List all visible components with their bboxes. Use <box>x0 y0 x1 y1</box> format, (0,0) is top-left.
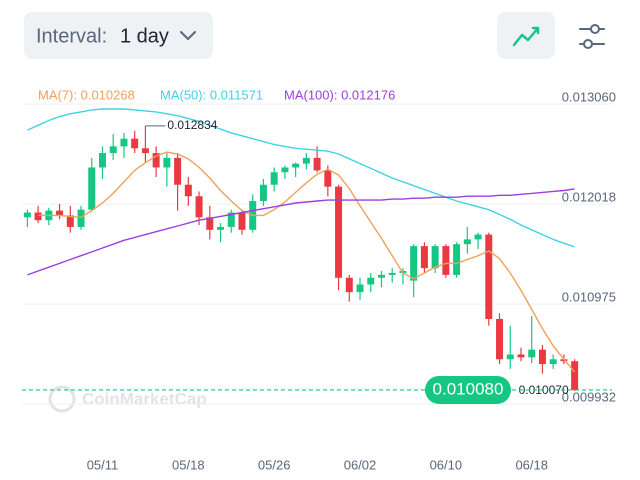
candle-body <box>120 138 128 147</box>
candle-body <box>474 234 482 240</box>
candle-body <box>549 359 557 365</box>
candle-body <box>485 234 493 319</box>
current-price-badge <box>425 375 511 404</box>
interval-value: 1 day <box>120 25 169 47</box>
y-tick-label: 0.010975 <box>562 290 616 305</box>
slider-knob <box>583 39 593 49</box>
candle-body <box>388 272 396 275</box>
candle-body <box>292 163 300 168</box>
candle-body <box>152 153 160 168</box>
slider-knob <box>590 24 600 34</box>
candle-body <box>270 172 278 185</box>
x-tick-label: 06/02 <box>344 457 377 472</box>
candle-body <box>356 284 364 293</box>
line-chart-icon <box>512 26 540 47</box>
candle-body <box>496 318 504 360</box>
candle-body <box>195 196 203 218</box>
candle-body <box>463 239 471 245</box>
legend-entry: MA(7): 0.010268 <box>38 87 135 102</box>
candle-body <box>410 246 418 281</box>
line-chart-button[interactable] <box>497 12 555 59</box>
candle-body <box>367 277 375 285</box>
candle-body <box>217 226 225 230</box>
x-tick-label: 06/18 <box>515 457 548 472</box>
chevron-icon <box>180 31 196 40</box>
legend-entry: MA(50): 0.011571 <box>160 87 263 102</box>
ma-line <box>27 108 575 248</box>
candle-body <box>259 184 267 202</box>
max-label: 0.012834 <box>167 118 217 132</box>
candle-body <box>66 215 74 227</box>
ma-line <box>27 188 575 276</box>
candle-body <box>206 217 214 230</box>
candle-body <box>517 354 525 358</box>
current-price-label: 0.010080 <box>433 379 504 398</box>
candle-body <box>324 170 332 187</box>
candle-body <box>506 354 514 360</box>
interval-dropdown[interactable] <box>24 12 213 59</box>
candle-body <box>34 212 42 221</box>
candle-body <box>77 209 85 227</box>
watermark: CoinMarketCap <box>48 385 207 413</box>
candle-body <box>131 138 139 149</box>
x-tick-label: 06/10 <box>430 457 463 472</box>
candle-body <box>431 246 439 269</box>
candle-body <box>238 212 246 230</box>
interval-label: Interval: <box>36 25 107 47</box>
x-tick-label: 05/11 <box>87 457 119 472</box>
watermark-text: CoinMarketCap <box>82 389 207 408</box>
candle-body <box>109 146 117 154</box>
x-tick-label: 05/26 <box>258 457 291 472</box>
candle-body <box>335 186 343 278</box>
candle-body <box>163 157 171 168</box>
legend-entry: MA(100): 0.012176 <box>284 87 395 102</box>
candle-body <box>141 148 149 154</box>
y-tick-label: 0.009932 <box>562 390 616 405</box>
candle-body <box>56 210 64 216</box>
candle-body <box>23 212 31 218</box>
candle-body <box>184 184 192 197</box>
watermark-logo <box>48 385 76 413</box>
candle-body <box>88 167 96 210</box>
ma-line <box>38 151 576 373</box>
candle-body <box>345 277 353 293</box>
candle-body <box>528 349 536 358</box>
candle-body <box>442 246 450 275</box>
candle-body <box>453 244 461 275</box>
candle-body <box>313 157 321 171</box>
candle-body <box>571 361 579 390</box>
candle-body <box>420 246 428 269</box>
x-tick-label: 05/18 <box>172 457 205 472</box>
candle-body <box>538 349 546 365</box>
candle-body <box>302 157 310 164</box>
candle-body <box>174 157 182 185</box>
candle-body <box>227 212 235 227</box>
candle-body <box>377 274 385 278</box>
settings-button[interactable] <box>579 24 605 49</box>
candle-body <box>98 153 106 168</box>
y-tick-label: 0.012018 <box>562 190 616 205</box>
candle-body <box>281 167 289 173</box>
y-tick-label: 0.013060 <box>562 90 616 105</box>
